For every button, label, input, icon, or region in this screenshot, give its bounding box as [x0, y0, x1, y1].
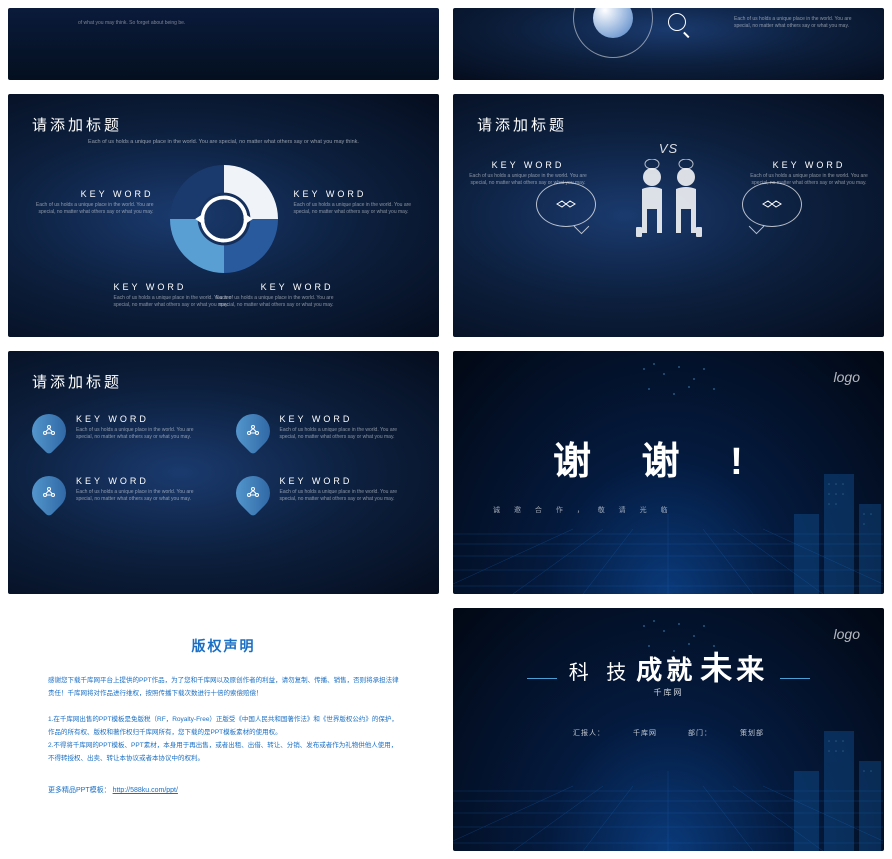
molecule-icon [245, 423, 261, 439]
handshake-icon [761, 197, 783, 211]
copyright-title: 版权声明 [8, 608, 439, 656]
title-future: 未来 [700, 643, 768, 689]
cover-title: 科 技 成就 未来 [519, 643, 819, 689]
key-word-label: KEY WORD [280, 414, 416, 424]
key-word-desc: Each of us holds a unique place in the w… [24, 202, 154, 216]
decor-line [527, 678, 557, 680]
vs-left-text: KEY WORD Each of us holds a unique place… [463, 160, 593, 187]
key-word-label: KEY WORD [76, 414, 212, 424]
partial-desc: Each of us holds a unique place in the w… [734, 16, 854, 30]
title-tech: 科 技 [569, 656, 633, 685]
key-word-desc: Each of us holds a unique place in the w… [744, 173, 874, 187]
cycle-quadrant-br: KEY WORD Each of us holds a unique place… [204, 282, 334, 309]
key-word-label: KEY WORD [294, 189, 424, 199]
molecule-icon [41, 485, 57, 501]
dept-label: 部门： [688, 730, 712, 737]
key-word-desc: Each of us holds a unique place in the w… [76, 489, 212, 503]
copyright-body: 感谢您下载千库网平台上提供的PPT作品，为了您和千库网以及原创作者的利益，请勿复… [8, 674, 439, 765]
key-word-label: KEY WORD [204, 282, 334, 292]
dept-value: 策划部 [740, 730, 764, 737]
cycle-quadrant-tl: KEY WORD Each of us holds a unique place… [24, 189, 154, 216]
key-word-label: KEY WORD [463, 160, 593, 170]
four-grid: KEY WORD Each of us holds a unique place … [32, 414, 415, 510]
key-word-label: KEY WORD [24, 189, 154, 199]
title-achieve: 成就 [636, 650, 696, 687]
cover-brand: 千库网 [654, 687, 684, 698]
key-word-desc: Each of us holds a unique place in the w… [280, 489, 416, 503]
list-item: KEY WORD Each of us holds a unique place … [236, 476, 416, 510]
slide-cycle: 请添加标题 Each of us holds a unique place in… [8, 94, 439, 337]
businessmen-icon: VS [624, 159, 714, 249]
drop-icon [25, 469, 73, 517]
key-word-desc: Each of us holds a unique place in the w… [280, 427, 416, 441]
slide-title: 请添加标题 [32, 371, 415, 392]
vs-right-text: KEY WORD Each of us holds a unique place… [744, 160, 874, 187]
speech-bubble-left [536, 182, 596, 227]
reporter-label: 汇报人： [573, 730, 605, 737]
thanks-title: 谢 谢 ! [553, 430, 763, 485]
molecule-icon [245, 485, 261, 501]
decor-line [780, 678, 810, 680]
cover-meta: 汇报人： 千库网 部门： 策划部 [559, 728, 778, 738]
copyright-para: 感谢您下载千库网平台上提供的PPT作品，为了您和千库网以及原创作者的利益，请勿复… [48, 674, 399, 700]
slide-cover: logo 科 技 成就 未来 千库网 汇报人：千库网 部门：策划部 [453, 608, 884, 851]
drop-icon [228, 469, 276, 517]
slide-four-items: 请添加标题 KEY WORD Each of us holds a unique … [8, 351, 439, 594]
copyright-link-row: 更多精品PPT模板： http://588ku.com/ppt/ [8, 765, 439, 795]
list-item: KEY WORD Each of us holds a unique place … [32, 476, 212, 510]
thanks-content: 谢 谢 ! 诚 邀 合 作 ， 敬 请 光 临 [453, 351, 884, 594]
cover-content: 科 技 成就 未来 千库网 汇报人： 千库网 部门： 策划部 [453, 608, 884, 773]
molecule-icon [41, 423, 57, 439]
key-word-desc: Each of us holds a unique place in the w… [463, 173, 593, 187]
copyright-para: 1.在千库网出售的PPT模板是免版税（RF，Royalty-Free）正版受《中… [48, 713, 399, 739]
cycle-diagram: KEY WORD Each of us holds a unique place… [164, 159, 284, 279]
handshake-icon [555, 197, 577, 211]
slide-vs: 请添加标题 Each of us holds a unique place in… [453, 94, 884, 337]
slide-subtitle: Each of us holds a unique place in the w… [32, 139, 415, 145]
key-word-desc: Each of us holds a unique place in the w… [76, 427, 212, 441]
key-word-label: KEY WORD [280, 476, 416, 486]
slide-1-partial: of what you may think. So forget about b… [8, 8, 439, 80]
drop-icon [228, 407, 276, 455]
slide-grid: of what you may think. So forget about b… [0, 0, 892, 859]
speech-bubble-right [742, 182, 802, 227]
template-link[interactable]: http://588ku.com/ppt/ [113, 787, 178, 794]
list-item: KEY WORD Each of us holds a unique place … [32, 414, 212, 448]
key-word-label: KEY WORD [76, 476, 212, 486]
slide-copyright: 版权声明 感谢您下载千库网平台上提供的PPT作品，为了您和千库网以及原创作者的利… [8, 608, 439, 851]
slide-title: 请添加标题 [477, 114, 860, 135]
key-word-label: KEY WORD [744, 160, 874, 170]
search-icon [668, 13, 686, 31]
thanks-subtitle: 诚 邀 合 作 ， 敬 请 光 临 [493, 505, 763, 515]
reporter-value: 千库网 [633, 730, 657, 737]
slide-2-partial: Each of us holds a unique place in the w… [453, 8, 884, 80]
key-word-desc: Each of us holds a unique place in the w… [204, 295, 334, 309]
drop-icon [25, 407, 73, 455]
slide-title: 请添加标题 [32, 114, 415, 135]
partial-text: of what you may think. So forget about b… [8, 8, 439, 26]
cycle-quadrant-tr: KEY WORD Each of us holds a unique place… [294, 189, 424, 216]
link-label: 更多精品PPT模板： [48, 787, 111, 794]
slide-thanks: logo 谢 谢 ! 诚 邀 合 作 ， 敬 请 光 临 [453, 351, 884, 594]
vs-label: VS [659, 141, 678, 156]
list-item: KEY WORD Each of us holds a unique place … [236, 414, 416, 448]
key-word-desc: Each of us holds a unique place in the w… [294, 202, 424, 216]
copyright-para: 2.不得将千库网的PPT模板、PPT素材，本身用于再出售，或者出租、出借、转让、… [48, 739, 399, 765]
